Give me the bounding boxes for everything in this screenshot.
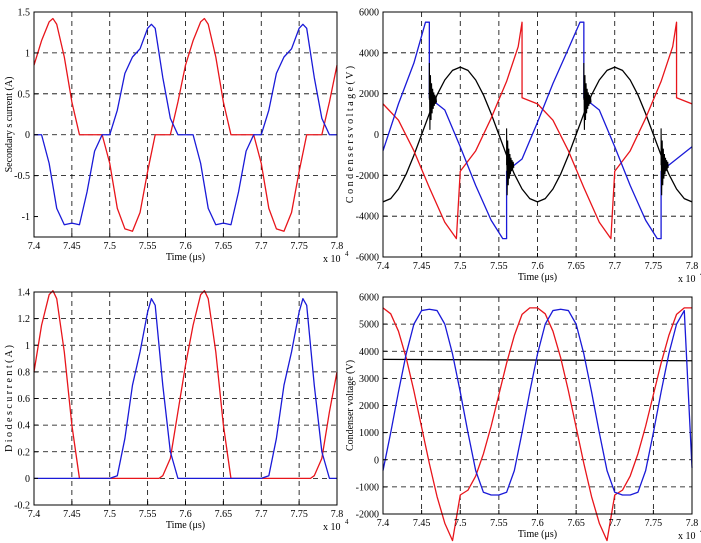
x-tick-label: 7.4 <box>377 261 390 272</box>
x-tick-label: 7.75 <box>645 261 663 272</box>
y-tick-label: -0.5 <box>14 171 30 182</box>
x-tick-label: 7.75 <box>645 518 663 529</box>
series-line-1 <box>382 358 693 362</box>
y-tick-label: 1.5 <box>18 8 31 19</box>
y-tick-label: 4000 <box>359 48 379 59</box>
x-tick-label: 7.45 <box>63 509 81 520</box>
y-tick-label: -1 <box>22 212 30 223</box>
y-tick-label: 0 <box>374 130 379 141</box>
y-tick-label: 0.2 <box>18 447 31 458</box>
y-axis-label: Secondary s current (A) <box>4 77 15 173</box>
y-tick-label: -2000 <box>356 510 379 521</box>
x-tick-label: 7.65 <box>215 241 233 252</box>
series-line-1 <box>33 17 338 232</box>
y-tick-label: 1 <box>25 341 30 352</box>
y-axis-label: D i o d e s c u r r e n t ( A ) <box>4 345 15 452</box>
x-tick-label: 7.6 <box>179 241 192 252</box>
x-tick-label: 7.55 <box>139 241 157 252</box>
y-tick-label: 1000 <box>359 428 379 439</box>
x-tick-label: 7.4 <box>28 509 41 520</box>
x-tick-label: 7.55 <box>490 261 508 272</box>
y-axis-label: C o n d e n s e r s v o l t a g e ( V ) <box>345 66 356 203</box>
y-tick-label: -0.2 <box>14 501 30 512</box>
y-tick-label: 2000 <box>359 89 379 100</box>
y-tick-label: 3000 <box>359 374 379 385</box>
transient-burst <box>506 128 515 196</box>
y-tick-label: -6000 <box>356 253 379 264</box>
x-multiplier: x 10 <box>323 522 341 533</box>
x-tick-label: 7.7 <box>255 241 268 252</box>
x-tick-label: 7.65 <box>215 509 233 520</box>
x-axis-label: Time (μs) <box>166 252 205 263</box>
y-tick-label: 1.4 <box>18 288 31 299</box>
x-tick-label: 7.4 <box>377 518 390 529</box>
x-multiplier: x 10 <box>678 531 696 542</box>
y-tick-label: 6000 <box>359 8 379 19</box>
x-tick-label: 7.7 <box>609 518 622 529</box>
x-tick-label: 7.8 <box>331 509 344 520</box>
y-tick-label: 0.4 <box>18 421 31 432</box>
x-tick-label: 7.55 <box>490 518 508 529</box>
x-tick-label: 7.8 <box>686 261 699 272</box>
chart-panel-3: 7.4 7.45 7.5 7.55 7.6 7.65 7.7 7.75 7.8 -0.2 0 0.2 0… <box>4 288 349 534</box>
x-tick-label: 7.8 <box>331 241 344 252</box>
y-tick-label: 5000 <box>359 320 379 331</box>
x-multiplier-exponent: 4 <box>345 518 349 526</box>
x-tick-label: 7.6 <box>531 518 544 529</box>
transient-burst <box>428 63 438 130</box>
y-tick-label: -1000 <box>356 482 379 493</box>
series-line-2 <box>34 23 337 226</box>
x-axis-label: Time (μs) <box>518 272 557 283</box>
x-axis-label: Time (μs) <box>518 529 557 540</box>
x-tick-label: 7.65 <box>567 518 585 529</box>
series-line-2 <box>382 21 693 240</box>
series-line-1 <box>33 290 338 480</box>
x-tick-label: 7.8 <box>686 518 699 529</box>
x-tick-label: 7.7 <box>255 509 268 520</box>
series-line-3 <box>382 308 693 496</box>
x-tick-label: 7.75 <box>290 509 308 520</box>
y-tick-label: -4000 <box>356 212 379 223</box>
switching-transients <box>428 63 669 196</box>
x-tick-label: 7.4 <box>28 241 41 252</box>
transient-burst <box>583 63 592 130</box>
x-tick-label: 7.45 <box>413 261 431 272</box>
series-line-2 <box>382 307 692 542</box>
x-axis-label: Time (μs) <box>166 520 205 531</box>
y-tick-label: 6000 <box>359 293 379 304</box>
x-tick-label: 7.75 <box>290 241 308 252</box>
x-tick-label: 7.45 <box>63 241 81 252</box>
y-tick-label: 0.5 <box>18 89 31 100</box>
x-tick-label: 7.6 <box>179 509 192 520</box>
x-tick-label: 7.5 <box>104 241 117 252</box>
chart-panel-4: 7.4 7.45 7.5 7.55 7.6 7.65 7.7 7.75 7.8 -2000 -100… <box>345 293 701 543</box>
y-tick-label: 4000 <box>359 347 379 358</box>
x-tick-label: 7.55 <box>139 509 157 520</box>
chart-panel-2: 7.4 7.45 7.5 7.55 7.6 7.65 7.7 7.75 7.8 -6000 -400… <box>345 8 701 286</box>
y-tick-label: 0.6 <box>18 394 31 405</box>
y-tick-label: -2000 <box>356 171 379 182</box>
y-tick-label: 1 <box>25 48 30 59</box>
x-multiplier: x 10 <box>323 254 341 265</box>
y-tick-label: 2000 <box>359 401 379 412</box>
x-multiplier: x 10 <box>678 274 696 285</box>
y-tick-label: 0 <box>25 130 30 141</box>
x-tick-label: 7.5 <box>454 261 467 272</box>
transient-burst <box>660 128 669 196</box>
y-tick-label: 1.2 <box>18 314 31 325</box>
x-tick-label: 7.65 <box>567 261 585 272</box>
series-line-2 <box>34 298 337 480</box>
x-tick-label: 7.7 <box>609 261 622 272</box>
y-axis-label: Condenser voltage (V) <box>345 360 356 451</box>
x-tick-label: 7.5 <box>454 518 467 529</box>
x-multiplier-exponent: 4 <box>345 250 349 258</box>
x-tick-label: 7.6 <box>531 261 544 272</box>
y-tick-label: 0 <box>25 474 30 485</box>
x-tick-label: 7.45 <box>413 518 431 529</box>
y-tick-label: 0.8 <box>18 367 31 378</box>
y-tick-label: 0 <box>374 455 379 466</box>
chart-panel-1: 7.4 7.45 7.5 7.55 7.6 7.65 7.7 7.75 7.8 -1 -0.5 0 0.… <box>4 8 349 266</box>
x-tick-label: 7.5 <box>104 509 117 520</box>
